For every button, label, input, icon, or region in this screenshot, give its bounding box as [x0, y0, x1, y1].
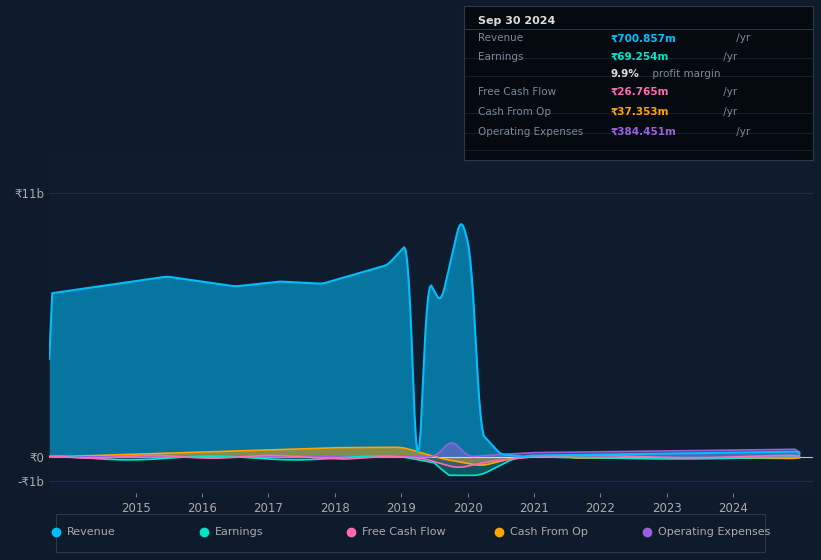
- Text: profit margin: profit margin: [649, 69, 720, 79]
- Text: Earnings: Earnings: [215, 527, 264, 537]
- Text: /yr: /yr: [720, 52, 737, 62]
- Text: /yr: /yr: [733, 127, 750, 137]
- Text: /yr: /yr: [720, 87, 737, 97]
- Text: Cash From Op: Cash From Op: [511, 527, 588, 537]
- Text: /yr: /yr: [720, 108, 737, 117]
- Text: 9.9%: 9.9%: [610, 69, 640, 79]
- Text: ₹700.857m: ₹700.857m: [610, 34, 677, 43]
- Text: /yr: /yr: [733, 34, 750, 43]
- Text: Earnings: Earnings: [478, 52, 523, 62]
- Text: Operating Expenses: Operating Expenses: [478, 127, 583, 137]
- Text: Sep 30 2024: Sep 30 2024: [478, 16, 555, 26]
- Text: Cash From Op: Cash From Op: [478, 108, 551, 117]
- Text: Free Cash Flow: Free Cash Flow: [478, 87, 556, 97]
- Text: Revenue: Revenue: [478, 34, 523, 43]
- Text: ₹384.451m: ₹384.451m: [610, 127, 677, 137]
- Text: Operating Expenses: Operating Expenses: [658, 527, 770, 537]
- Text: Free Cash Flow: Free Cash Flow: [363, 527, 446, 537]
- Text: Revenue: Revenue: [67, 527, 116, 537]
- Text: ₹69.254m: ₹69.254m: [610, 52, 669, 62]
- Text: ₹26.765m: ₹26.765m: [610, 87, 669, 97]
- Text: ₹37.353m: ₹37.353m: [610, 108, 669, 117]
